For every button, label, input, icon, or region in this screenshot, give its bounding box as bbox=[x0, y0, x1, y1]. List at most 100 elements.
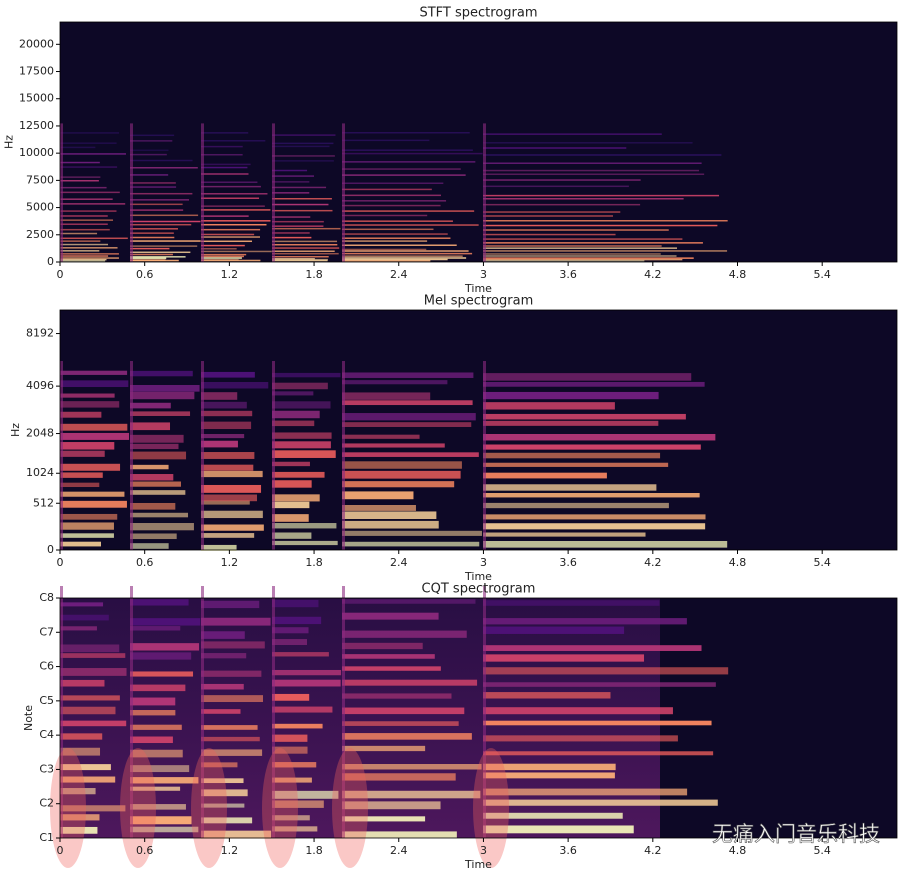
texture-band bbox=[60, 253, 119, 255]
texture-band bbox=[130, 391, 195, 400]
texture-onset bbox=[60, 123, 63, 263]
texture-band bbox=[272, 401, 331, 409]
texture-flare bbox=[473, 748, 509, 868]
texture-band bbox=[483, 667, 729, 675]
texture-onset bbox=[201, 361, 204, 550]
texture-onset bbox=[483, 123, 486, 263]
x-tick-label: 3.6 bbox=[559, 844, 577, 857]
texture-band bbox=[342, 132, 470, 134]
texture-band bbox=[60, 423, 128, 431]
texture-band bbox=[342, 721, 459, 726]
texture-band bbox=[60, 706, 116, 715]
texture-band bbox=[130, 214, 199, 217]
texture-band bbox=[342, 258, 448, 261]
texture-band bbox=[201, 248, 237, 250]
texture-band bbox=[130, 256, 186, 258]
texture-band bbox=[60, 255, 109, 257]
texture-band bbox=[342, 240, 428, 242]
texture-band bbox=[342, 168, 461, 170]
texture-band bbox=[130, 684, 186, 692]
texture-band bbox=[130, 153, 167, 156]
y-tick-label: 0 bbox=[47, 543, 54, 556]
texture-onset bbox=[201, 586, 204, 838]
texture-onset bbox=[342, 361, 345, 550]
texture-band bbox=[483, 772, 615, 779]
texture-band bbox=[60, 826, 98, 834]
texture-band bbox=[60, 653, 126, 658]
texture-band bbox=[483, 255, 677, 257]
texture-band bbox=[60, 228, 110, 231]
texture-band bbox=[342, 259, 431, 262]
texture-band bbox=[483, 247, 678, 249]
texture-flare bbox=[50, 748, 86, 868]
texture-band bbox=[342, 642, 423, 650]
texture-band bbox=[483, 257, 694, 259]
texture-band bbox=[272, 134, 336, 136]
texture-band bbox=[201, 236, 260, 238]
texture-band bbox=[201, 544, 237, 551]
texture-band bbox=[130, 523, 194, 531]
x-tick-label: 2.4 bbox=[390, 844, 408, 857]
texture-band bbox=[201, 253, 247, 256]
texture-band bbox=[342, 161, 476, 163]
texture-band bbox=[272, 186, 327, 189]
texture-band bbox=[342, 816, 426, 822]
texture-band bbox=[342, 707, 465, 715]
texture-band bbox=[342, 733, 472, 740]
texture-band bbox=[342, 139, 430, 142]
texture-band bbox=[272, 461, 310, 467]
chart-title: Mel spectrogram bbox=[424, 294, 533, 309]
texture-band bbox=[60, 166, 118, 168]
texture-band bbox=[60, 240, 101, 242]
texture-band bbox=[272, 160, 334, 162]
x-tick-label: 0.6 bbox=[136, 556, 154, 569]
texture-band bbox=[483, 444, 701, 450]
texture-band bbox=[342, 470, 461, 479]
texture-band bbox=[60, 132, 120, 134]
texture-band bbox=[60, 747, 101, 756]
texture-onset bbox=[130, 586, 133, 838]
x-axis-label: Time bbox=[464, 858, 492, 871]
texture-band bbox=[342, 174, 466, 176]
x-tick-label: 4.2 bbox=[644, 556, 662, 569]
y-tick-label: C8 bbox=[39, 591, 54, 604]
x-tick-label: 2.4 bbox=[390, 556, 408, 569]
y-tick-label: 1024 bbox=[26, 466, 54, 479]
x-tick-label: 3 bbox=[480, 844, 487, 857]
texture-band bbox=[272, 652, 329, 657]
texture-band bbox=[272, 471, 325, 478]
texture-band bbox=[130, 786, 181, 791]
texture-band bbox=[201, 163, 251, 166]
texture-band bbox=[130, 765, 190, 773]
texture-band bbox=[60, 513, 118, 520]
texture-band bbox=[272, 627, 309, 634]
texture-band bbox=[60, 380, 129, 388]
texture-band bbox=[272, 450, 336, 458]
x-tick-label: 0 bbox=[57, 556, 64, 569]
texture-band bbox=[201, 789, 248, 797]
texture-band bbox=[201, 250, 272, 253]
texture-band bbox=[201, 205, 265, 207]
texture-band bbox=[272, 142, 334, 145]
texture-band bbox=[201, 470, 263, 478]
texture-band bbox=[130, 502, 176, 510]
texture-onset bbox=[483, 586, 486, 838]
texture-band bbox=[342, 152, 483, 155]
texture-band bbox=[130, 422, 171, 431]
texture-band bbox=[201, 510, 263, 519]
texture-band bbox=[201, 670, 262, 677]
texture-band bbox=[272, 616, 322, 625]
x-tick-label: 5.4 bbox=[813, 844, 831, 857]
texture-band bbox=[130, 543, 169, 549]
texture-band bbox=[342, 244, 457, 246]
texture-band bbox=[483, 492, 700, 498]
texture-band bbox=[130, 140, 173, 142]
texture-band bbox=[342, 228, 434, 231]
texture-flare bbox=[262, 748, 298, 868]
y-tick-label: 2500 bbox=[26, 228, 54, 241]
texture-band bbox=[60, 463, 121, 471]
texture-band bbox=[342, 693, 452, 699]
texture-band bbox=[130, 599, 189, 606]
texture-band bbox=[272, 410, 320, 419]
texture-flare bbox=[332, 748, 368, 868]
